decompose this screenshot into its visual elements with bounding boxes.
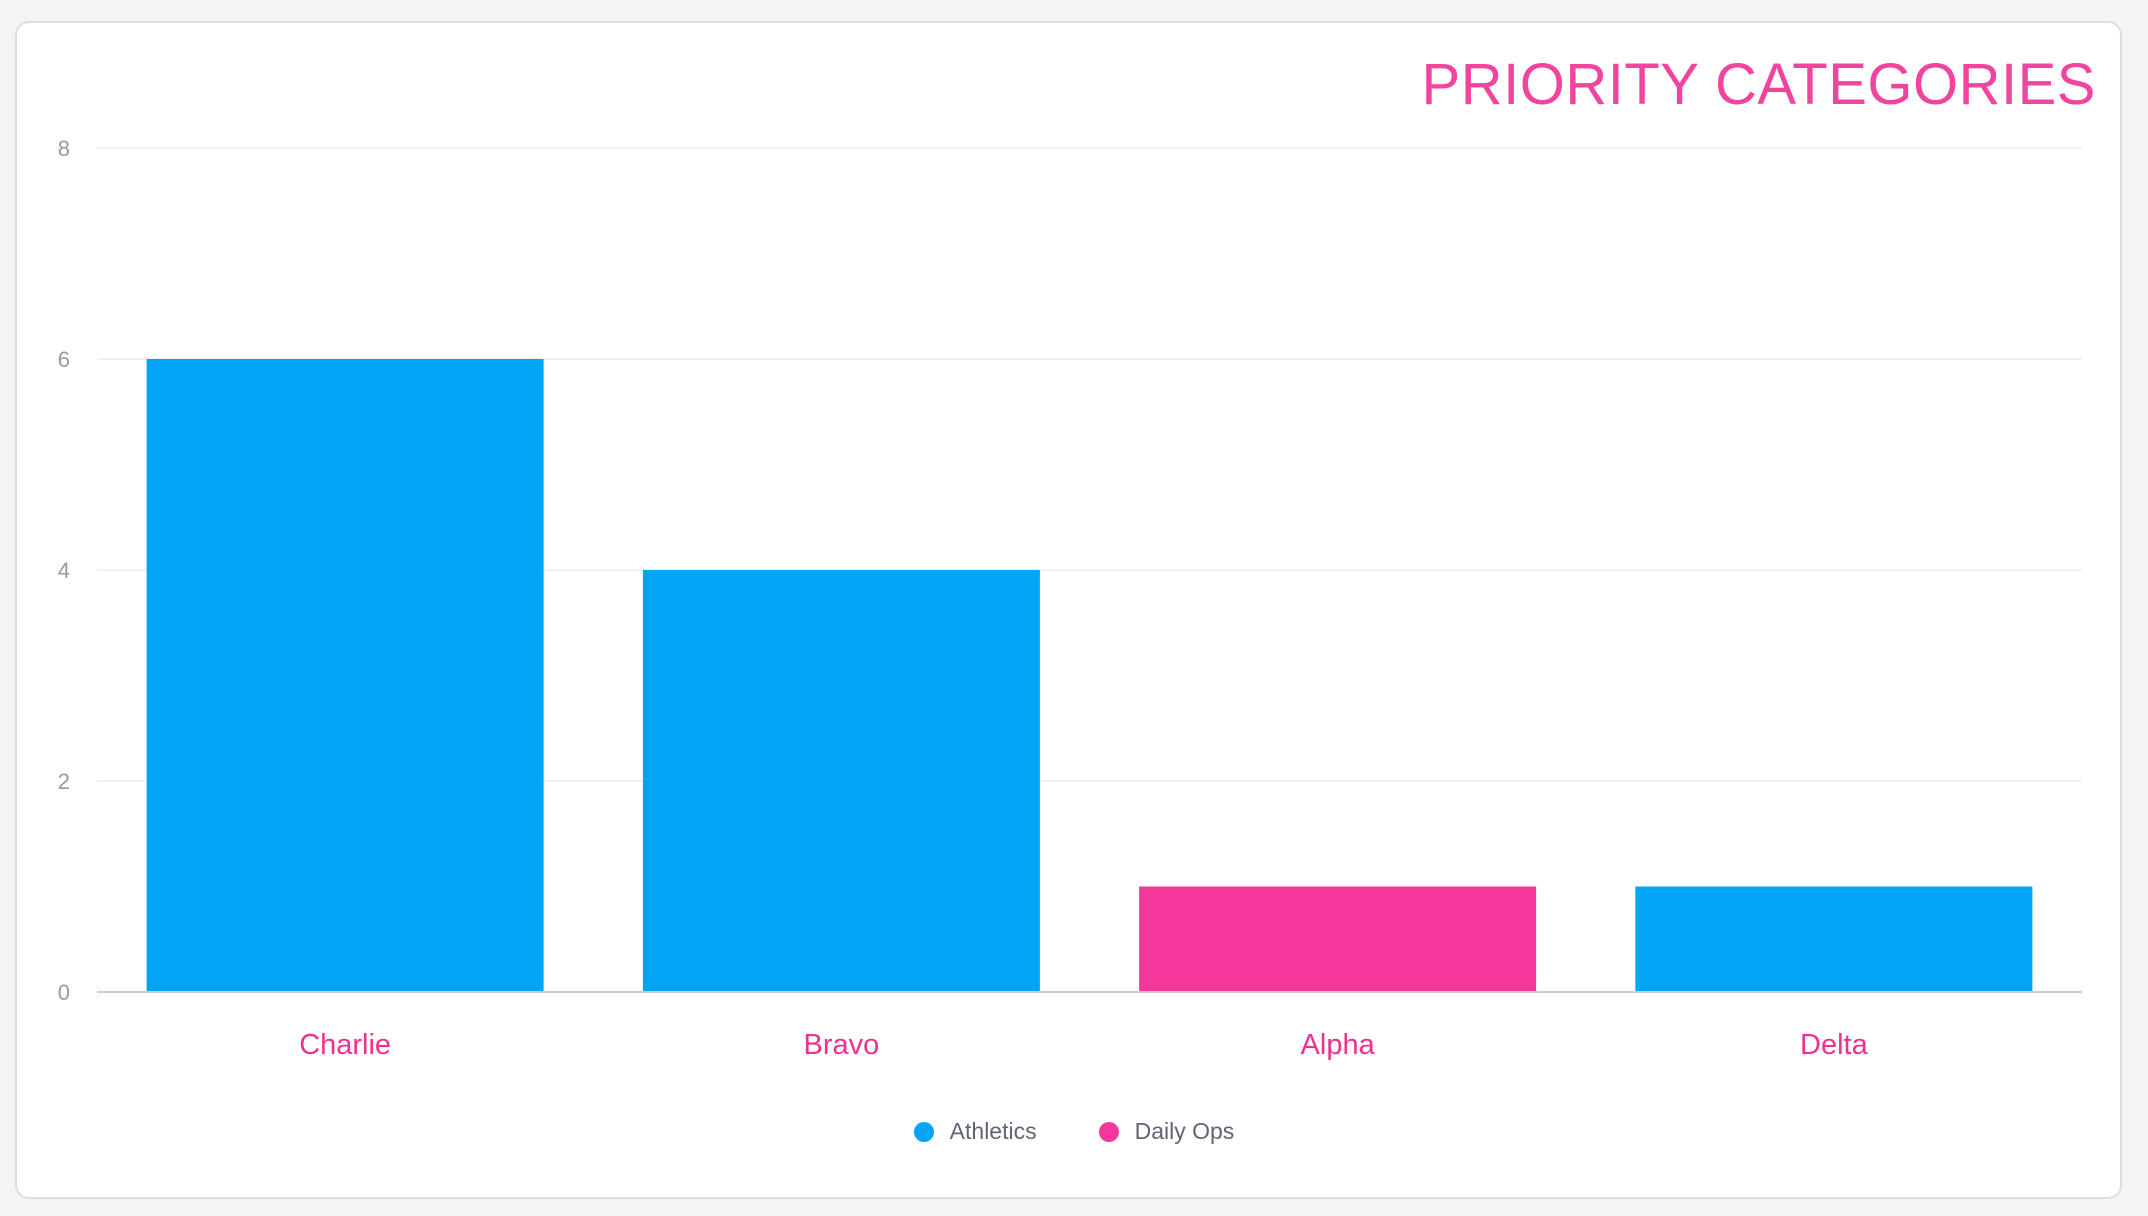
y-tick-label: 4 [58, 558, 70, 583]
chart-title: PRIORITY CATEGORIES [1421, 52, 2096, 117]
legend-label-athletics: Athletics [949, 1118, 1037, 1144]
legend: Athletics Daily Ops [0, 1118, 2148, 1145]
x-axis-labels: Charlie Bravo Alpha Delta [299, 1029, 1868, 1061]
y-tick-label: 0 [58, 980, 70, 1005]
legend-item-athletics[interactable]: Athletics [913, 1118, 1037, 1145]
legend-swatch-athletics [913, 1121, 934, 1142]
y-axis-ticks: 0 2 4 6 8 [58, 136, 70, 1005]
x-tick-label-alpha: Alpha [1301, 1029, 1376, 1061]
y-tick-label: 6 [58, 347, 70, 372]
legend-item-daily-ops[interactable]: Daily Ops [1098, 1118, 1235, 1145]
x-tick-label-bravo: Bravo [803, 1029, 879, 1061]
x-tick-label-charlie: Charlie [299, 1029, 391, 1061]
y-tick-label: 8 [58, 136, 70, 161]
bar-bravo[interactable] [642, 570, 1040, 992]
legend-label-daily-ops: Daily Ops [1134, 1118, 1235, 1144]
legend-swatch-daily-ops [1098, 1121, 1119, 1142]
bar-charlie[interactable] [146, 359, 544, 992]
bar-alpha[interactable] [1139, 886, 1537, 993]
bars [146, 359, 2033, 993]
bar-delta[interactable] [1635, 886, 2033, 993]
y-tick-label: 2 [58, 769, 70, 794]
x-tick-label-delta: Delta [1800, 1029, 1869, 1061]
